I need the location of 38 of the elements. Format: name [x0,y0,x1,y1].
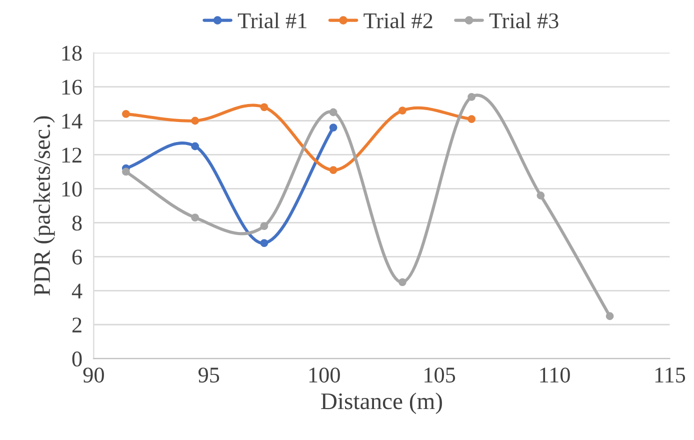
y-tick-label: 18 [62,46,82,61]
point [191,142,200,150]
point [329,166,338,174]
point [536,192,545,200]
y-tick-label: 8 [72,216,82,231]
x-tick-label: 105 [424,368,456,383]
point [329,124,338,132]
y-tick-label: 6 [72,250,82,265]
point [468,93,476,101]
y-axis-title: PDR (packets/sec.) [33,116,55,296]
x-tick-label: 110 [540,368,570,383]
y-tick-label: 14 [62,114,82,128]
point [398,106,406,115]
x-tick-label: 115 [655,368,686,383]
point [191,214,200,222]
point [329,108,338,116]
legend-label: Trial #3 [489,12,558,28]
x-tick-label: 95 [198,368,220,383]
y-tick-label: 2 [72,318,82,332]
point [398,278,406,286]
point [122,110,130,118]
y-tick-label: 0 [72,352,82,367]
point [606,312,614,320]
y-tick-label: 10 [62,182,82,197]
point [191,116,200,125]
point [468,115,476,124]
legend-label: Trial #1 [238,12,306,28]
point [260,222,268,230]
y-tick-label: 12 [62,148,82,162]
point [122,168,130,176]
legend-label: Trial #2 [364,12,432,28]
point [260,239,268,248]
x-axis-title: Distance (m) [321,392,442,414]
x-tick-label: 100 [309,368,340,383]
y-tick-label: 4 [72,284,82,298]
point [260,103,268,112]
y-tick-label: 16 [62,80,82,95]
x-tick-label: 90 [83,368,104,383]
